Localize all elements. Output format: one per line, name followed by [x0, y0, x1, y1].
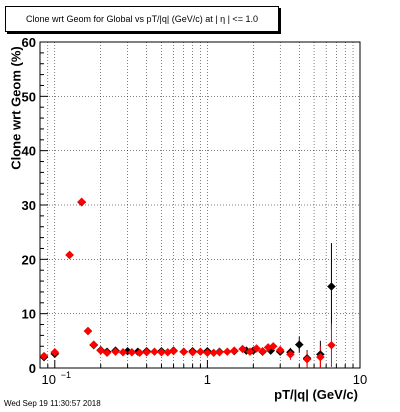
data-point: [215, 348, 224, 357]
data-point: [118, 348, 128, 357]
data-point: [327, 340, 336, 350]
data-point: [142, 348, 151, 357]
data-point: [223, 347, 232, 356]
data-point: [316, 352, 325, 362]
data-point: [150, 347, 159, 356]
data-point: [127, 348, 137, 357]
data-point: [77, 197, 86, 206]
data-point: [188, 348, 197, 357]
data-markers: [39, 197, 336, 364]
y-tick-label: 10: [22, 307, 36, 322]
data-point: [135, 348, 144, 357]
timestamp: Wed Sep 19 11:30:57 2018: [4, 399, 101, 408]
data-point: [295, 340, 304, 349]
x-tick-label: 10: [353, 372, 367, 387]
data-point: [302, 355, 312, 364]
data-point: [196, 347, 205, 356]
data-point: [179, 347, 188, 356]
x-tick-label-exponent: −1: [61, 370, 71, 380]
y-tick-label: 50: [22, 89, 36, 104]
x-tick-label: 10: [42, 372, 56, 387]
y-tick-label: 60: [22, 35, 36, 50]
data-point: [286, 350, 295, 359]
chart-title: Clone wrt Geom for Global vs pT/|q| (GeV…: [5, 6, 279, 32]
data-point: [230, 346, 239, 355]
data-point: [39, 351, 49, 361]
x-tick-label: 1: [204, 372, 211, 387]
data-point: [157, 348, 166, 357]
data-point: [96, 346, 105, 355]
y-axis-label: Clone wrt Geom (%): [8, 46, 24, 170]
axis-ticks: [39, 41, 361, 369]
data-point: [252, 344, 261, 353]
tick-labels: 0 10 20 30 40 50 60 10 −1 1 10: [22, 35, 368, 387]
data-point: [245, 347, 255, 356]
data-point: [102, 348, 112, 357]
data-point: [238, 344, 247, 354]
data-point: [203, 348, 212, 357]
data-point: [209, 348, 218, 357]
data-point: [269, 342, 278, 351]
data-point: [169, 346, 178, 356]
data-point: [276, 345, 285, 355]
data-point: [50, 348, 59, 357]
data-point: [65, 250, 74, 260]
y-tick-label: 0: [29, 361, 36, 376]
data-point: [111, 347, 120, 356]
y-tick-label: 20: [22, 252, 36, 267]
data-point: [327, 282, 336, 291]
data-point: [258, 346, 267, 356]
data-point: [163, 348, 172, 357]
y-tick-label: 30: [22, 198, 36, 213]
data-point: [83, 326, 93, 336]
data-point: [89, 340, 98, 349]
x-axis-label: pT/|q| (GeV/c): [274, 387, 358, 402]
y-tick-label: 40: [22, 144, 36, 159]
